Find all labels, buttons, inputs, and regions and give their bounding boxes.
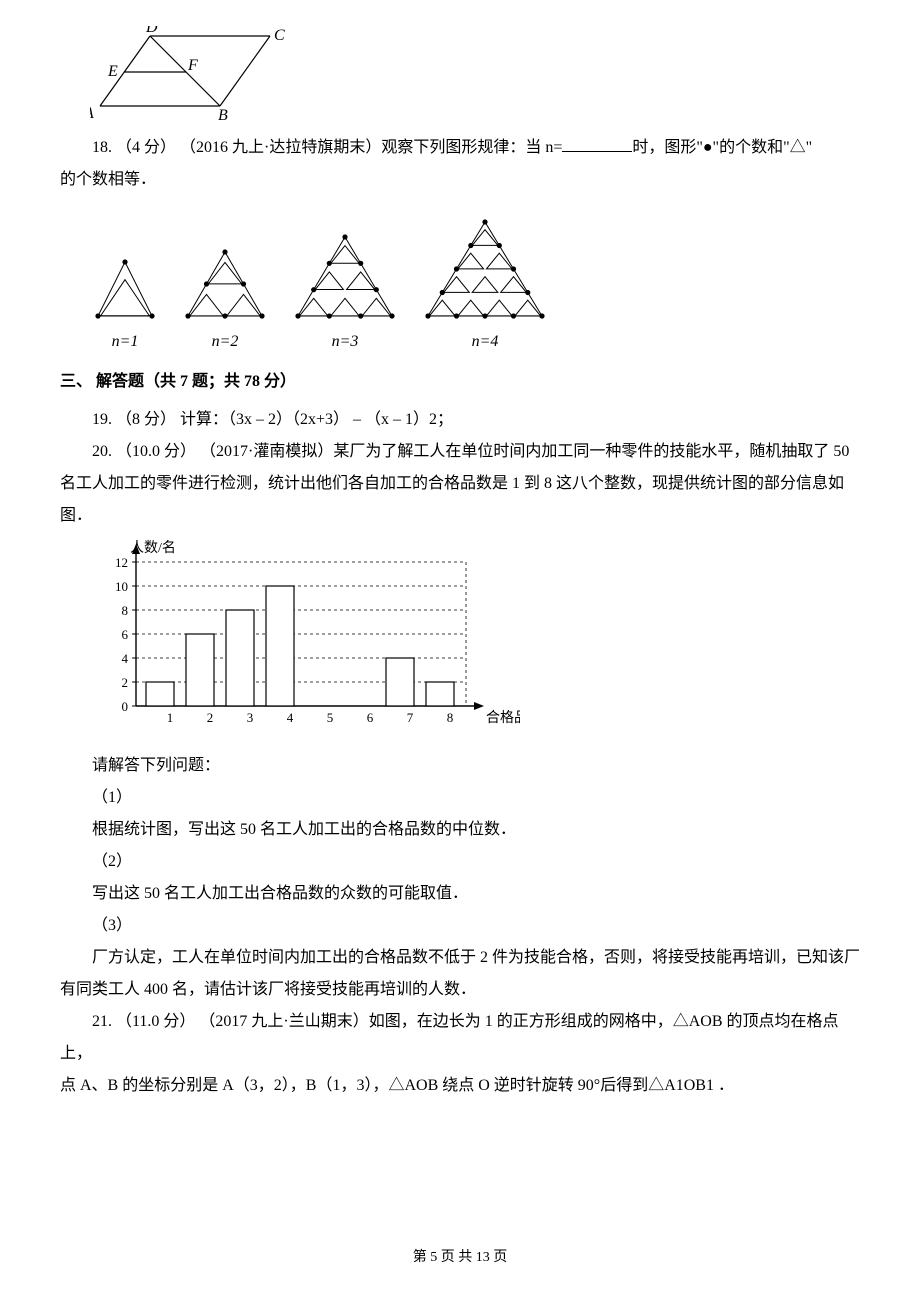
tri-n2-cap: n=2: [180, 326, 270, 358]
svg-text:2: 2: [122, 675, 129, 690]
svg-text:3: 3: [247, 710, 254, 725]
svg-text:8: 8: [447, 710, 454, 725]
tri-n3: n=3: [290, 229, 400, 358]
tri-n1: n=1: [90, 254, 160, 358]
tri-n2: n=2: [180, 244, 270, 358]
q18-suffix: 时，图形"●"的个数和"△": [632, 139, 812, 156]
bar-chart-svg: 人数/名02468101212345678合格品数/件: [90, 536, 520, 746]
bar-chart: 人数/名02468101212345678合格品数/件: [90, 536, 860, 746]
svg-text:C: C: [274, 27, 285, 44]
svg-text:5: 5: [327, 710, 334, 725]
q19: 19. （8 分） 计算：（3x – 2）（2x+3） – （x – 1）2；: [60, 404, 860, 436]
svg-text:12: 12: [115, 555, 128, 570]
svg-text:6: 6: [367, 710, 374, 725]
svg-text:7: 7: [407, 710, 414, 725]
tri-n4-cap: n=4: [420, 326, 550, 358]
q20-p2: 写出这 50 名工人加工出合格品数的众数的可能取值．: [60, 878, 860, 910]
tri-n3-svg: [290, 229, 400, 324]
q18-line1: 18. （4 分） （2016 九上·达拉特旗期末）观察下列图形规律：当 n= 时…: [60, 132, 860, 164]
q20-l1: 20. （10.0 分） （2017·灌南模拟）某厂为了解工人在单位时间内加工同…: [60, 436, 860, 468]
q20-p3b: 有同类工人 400 名，请估计该厂将接受技能再培训的人数．: [60, 974, 860, 1006]
tri-n1-svg: [90, 254, 160, 324]
tri-n4: n=4: [420, 214, 550, 358]
tri-n4-svg: [420, 214, 550, 324]
triangle-patterns: n=1 n=2 n=3 n=4: [90, 214, 860, 358]
svg-text:合格品数/件: 合格品数/件: [486, 710, 520, 726]
svg-text:A: A: [90, 105, 94, 122]
svg-text:F: F: [187, 57, 198, 74]
q20-p3-num: （3）: [60, 910, 860, 942]
q20-p1-num: （1）: [60, 782, 860, 814]
svg-text:1: 1: [167, 710, 174, 725]
tri-n3-cap: n=3: [290, 326, 400, 358]
q18-line2: 的个数相等．: [60, 164, 860, 196]
page-footer: 第 5 页 共 13 页: [0, 1244, 920, 1272]
svg-text:E: E: [107, 63, 118, 80]
q20-p2-num: （2）: [60, 846, 860, 878]
q21-l2: 点 A、B 的坐标分别是 A（3，2），B（1，3），△AOB 绕点 O 逆时针…: [60, 1070, 860, 1102]
q20-p1: 根据统计图，写出这 50 名工人加工出的合格品数的中位数．: [60, 814, 860, 846]
svg-text:8: 8: [122, 603, 129, 618]
q18-prefix: 18. （4 分） （2016 九上·达拉特旗期末）观察下列图形规律：当 n=: [92, 139, 562, 156]
q20-l3: 图．: [60, 500, 860, 532]
q20-lead: 请解答下列问题：: [60, 750, 860, 782]
svg-text:4: 4: [122, 651, 129, 666]
svg-text:B: B: [218, 107, 228, 124]
svg-text:D: D: [145, 26, 158, 36]
svg-text:10: 10: [115, 579, 128, 594]
section-3-heading: 三、 解答题（共 7 题；共 78 分）: [60, 366, 860, 398]
svg-text:0: 0: [122, 699, 129, 714]
parallelogram-svg: A B C D E F: [90, 26, 290, 126]
svg-text:4: 4: [287, 710, 294, 725]
parallelogram-figure: A B C D E F: [90, 26, 860, 126]
tri-n1-cap: n=1: [90, 326, 160, 358]
tri-n2-svg: [180, 244, 270, 324]
q18-blank: [562, 135, 632, 152]
q21-l1: 21. （11.0 分） （2017 九上·兰山期末）如图，在边长为 1 的正方…: [60, 1006, 860, 1070]
svg-text:2: 2: [207, 710, 214, 725]
svg-text:6: 6: [122, 627, 129, 642]
q20-p3a: 厂方认定，工人在单位时间内加工出的合格品数不低于 2 件为技能合格，否则，将接受…: [60, 942, 860, 974]
q20-l2: 名工人加工的零件进行检测，统计出他们各自加工的合格品数是 1 到 8 这八个整数…: [60, 468, 860, 500]
